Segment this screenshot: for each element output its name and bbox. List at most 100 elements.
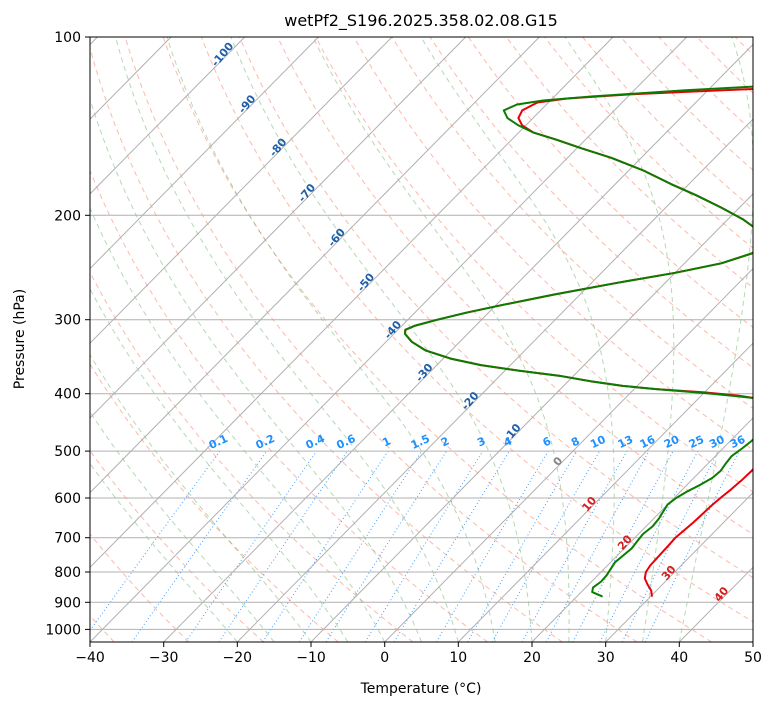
mixing-ratio-lines: [90, 450, 740, 642]
dry-adiabat-line: [353, 37, 753, 451]
dry-adiabat-line: [505, 37, 753, 289]
moist-adiabat-line: [564, 37, 675, 642]
mixing-ratio-line: [435, 450, 549, 642]
mixing-ratio-label: 2: [439, 434, 451, 449]
isotherm-label: 20: [615, 532, 635, 552]
isotherm-label: 10: [579, 494, 599, 514]
mixing-ratio-line: [185, 450, 318, 642]
isotherm-label: -30: [413, 361, 436, 385]
isotherm-label: -100: [209, 40, 237, 70]
mixing-ratio-label: 20: [662, 433, 682, 451]
y-tick-label: 100: [54, 30, 81, 46]
y-axis: 1000 900 800 700 600 500 400 300 200 100: [45, 30, 90, 638]
mixing-ratio-label: 3: [475, 434, 487, 449]
pressure-grid: [90, 37, 753, 630]
x-tick-label: 30: [597, 650, 615, 666]
isotherm-line: [236, 118, 753, 642]
x-tick-label: −40: [75, 650, 105, 666]
x-tick-label: 40: [670, 650, 688, 666]
isotherm-label: 30: [659, 563, 679, 583]
dry-adiabat-line: [582, 37, 753, 210]
isotherm-line: [752, 641, 753, 642]
profile-series: [404, 85, 753, 598]
isotherm-line: [678, 566, 753, 642]
y-tick-label: 800: [54, 565, 81, 581]
mixing-ratio-line: [298, 450, 423, 642]
dry-adiabat-line: [696, 37, 753, 94]
mixing-ratio-label: 0.1: [207, 432, 230, 452]
isotherm-line: [90, 37, 614, 568]
isotherm-label: 0: [550, 454, 565, 468]
moist-adiabat-line: [420, 37, 615, 642]
moist-adiabat-line: [678, 37, 753, 642]
y-tick-label: 900: [54, 595, 81, 611]
mixing-ratio-label: 0.4: [304, 432, 327, 452]
y-tick-label: 500: [54, 444, 81, 460]
x-axis-label: Temperature (°C): [360, 681, 482, 697]
dry-adiabat-line: [734, 37, 753, 56]
mixing-ratio-line: [218, 450, 348, 642]
isotherm-line: [90, 37, 467, 419]
x-tick-label: 0: [380, 650, 389, 666]
mixing-ratio-label: 8: [569, 434, 581, 449]
dry-adiabat-line: [658, 37, 753, 133]
mixing-ratio-label: 1: [380, 434, 392, 449]
mixing-ratio-label: 10: [588, 433, 608, 451]
x-tick-label: −30: [149, 650, 179, 666]
isotherm-label: 40: [712, 584, 732, 604]
y-axis-label: Pressure (hPa): [12, 289, 28, 389]
dry-adiabat-line: [429, 37, 753, 369]
y-tick-label: 400: [54, 387, 81, 403]
moist-adiabat-line: [90, 287, 349, 642]
dry-adiabat-line: [90, 449, 264, 642]
dry-adiabat-line: [277, 37, 753, 535]
mixing-ratio-label: 25: [687, 433, 706, 451]
dry-adiabat-line: [90, 46, 563, 642]
dry-adiabat-line: [315, 37, 753, 493]
mixing-ratio-label: 1.5: [409, 432, 432, 452]
moist-adiabats: [90, 37, 753, 642]
mixing-ratio-line: [364, 450, 484, 642]
y-tick-label: 300: [54, 313, 81, 329]
moist-adiabat-line: [115, 37, 459, 642]
isotherm-label: -80: [267, 135, 290, 159]
isotherm-label: -70: [296, 181, 319, 205]
mixing-ratio-line: [325, 450, 448, 642]
mixing-ratio-label: 16: [638, 433, 658, 451]
mixing-ratio-line: [621, 450, 719, 642]
mixing-ratio-label: 13: [616, 433, 635, 451]
mixing-ratio-line: [131, 450, 268, 642]
mixing-ratio-label: 36: [728, 433, 748, 451]
mixing-ratio-line: [262, 450, 389, 642]
mixing-ratio-line: [521, 450, 628, 642]
mixing-ratio-line: [90, 450, 221, 632]
x-tick-label: 20: [523, 650, 541, 666]
mixing-ratio-line: [545, 450, 650, 642]
isotherm-label: -50: [355, 270, 378, 294]
moist-adiabat-line: [90, 206, 386, 642]
isotherm-line: [90, 37, 540, 494]
dry-adiabat-line: [544, 37, 753, 249]
isotherm-grid: [90, 37, 753, 642]
isotherm-label: -60: [325, 226, 348, 250]
y-tick-label: 700: [54, 531, 81, 547]
x-tick-label: 10: [449, 650, 467, 666]
isotherm-label: -40: [381, 318, 404, 342]
isotherm-line: [531, 417, 753, 642]
dry-adiabat-line: [200, 37, 753, 623]
isotherm-line: [90, 37, 393, 344]
dry-adiabats: [90, 37, 753, 642]
y-tick-label: 1000: [45, 622, 81, 638]
mixing-ratio-line: [491, 450, 600, 642]
dry-adiabat-line: [90, 533, 190, 642]
dry-adiabat-line: [124, 37, 638, 642]
isotherm-line: [163, 43, 753, 642]
moist-adiabat-line: [166, 37, 496, 642]
dry-adiabat-line: [467, 37, 753, 329]
moist-adiabat-line: [230, 37, 533, 642]
moist-adiabat-line: [90, 97, 422, 642]
moist-adiabat-line: [90, 353, 312, 642]
x-tick-label: 50: [744, 650, 762, 666]
dewpoint-line: [404, 85, 753, 598]
x-axis: −40 −30 −20 −10 0 10 20 30 40 50: [75, 642, 762, 666]
